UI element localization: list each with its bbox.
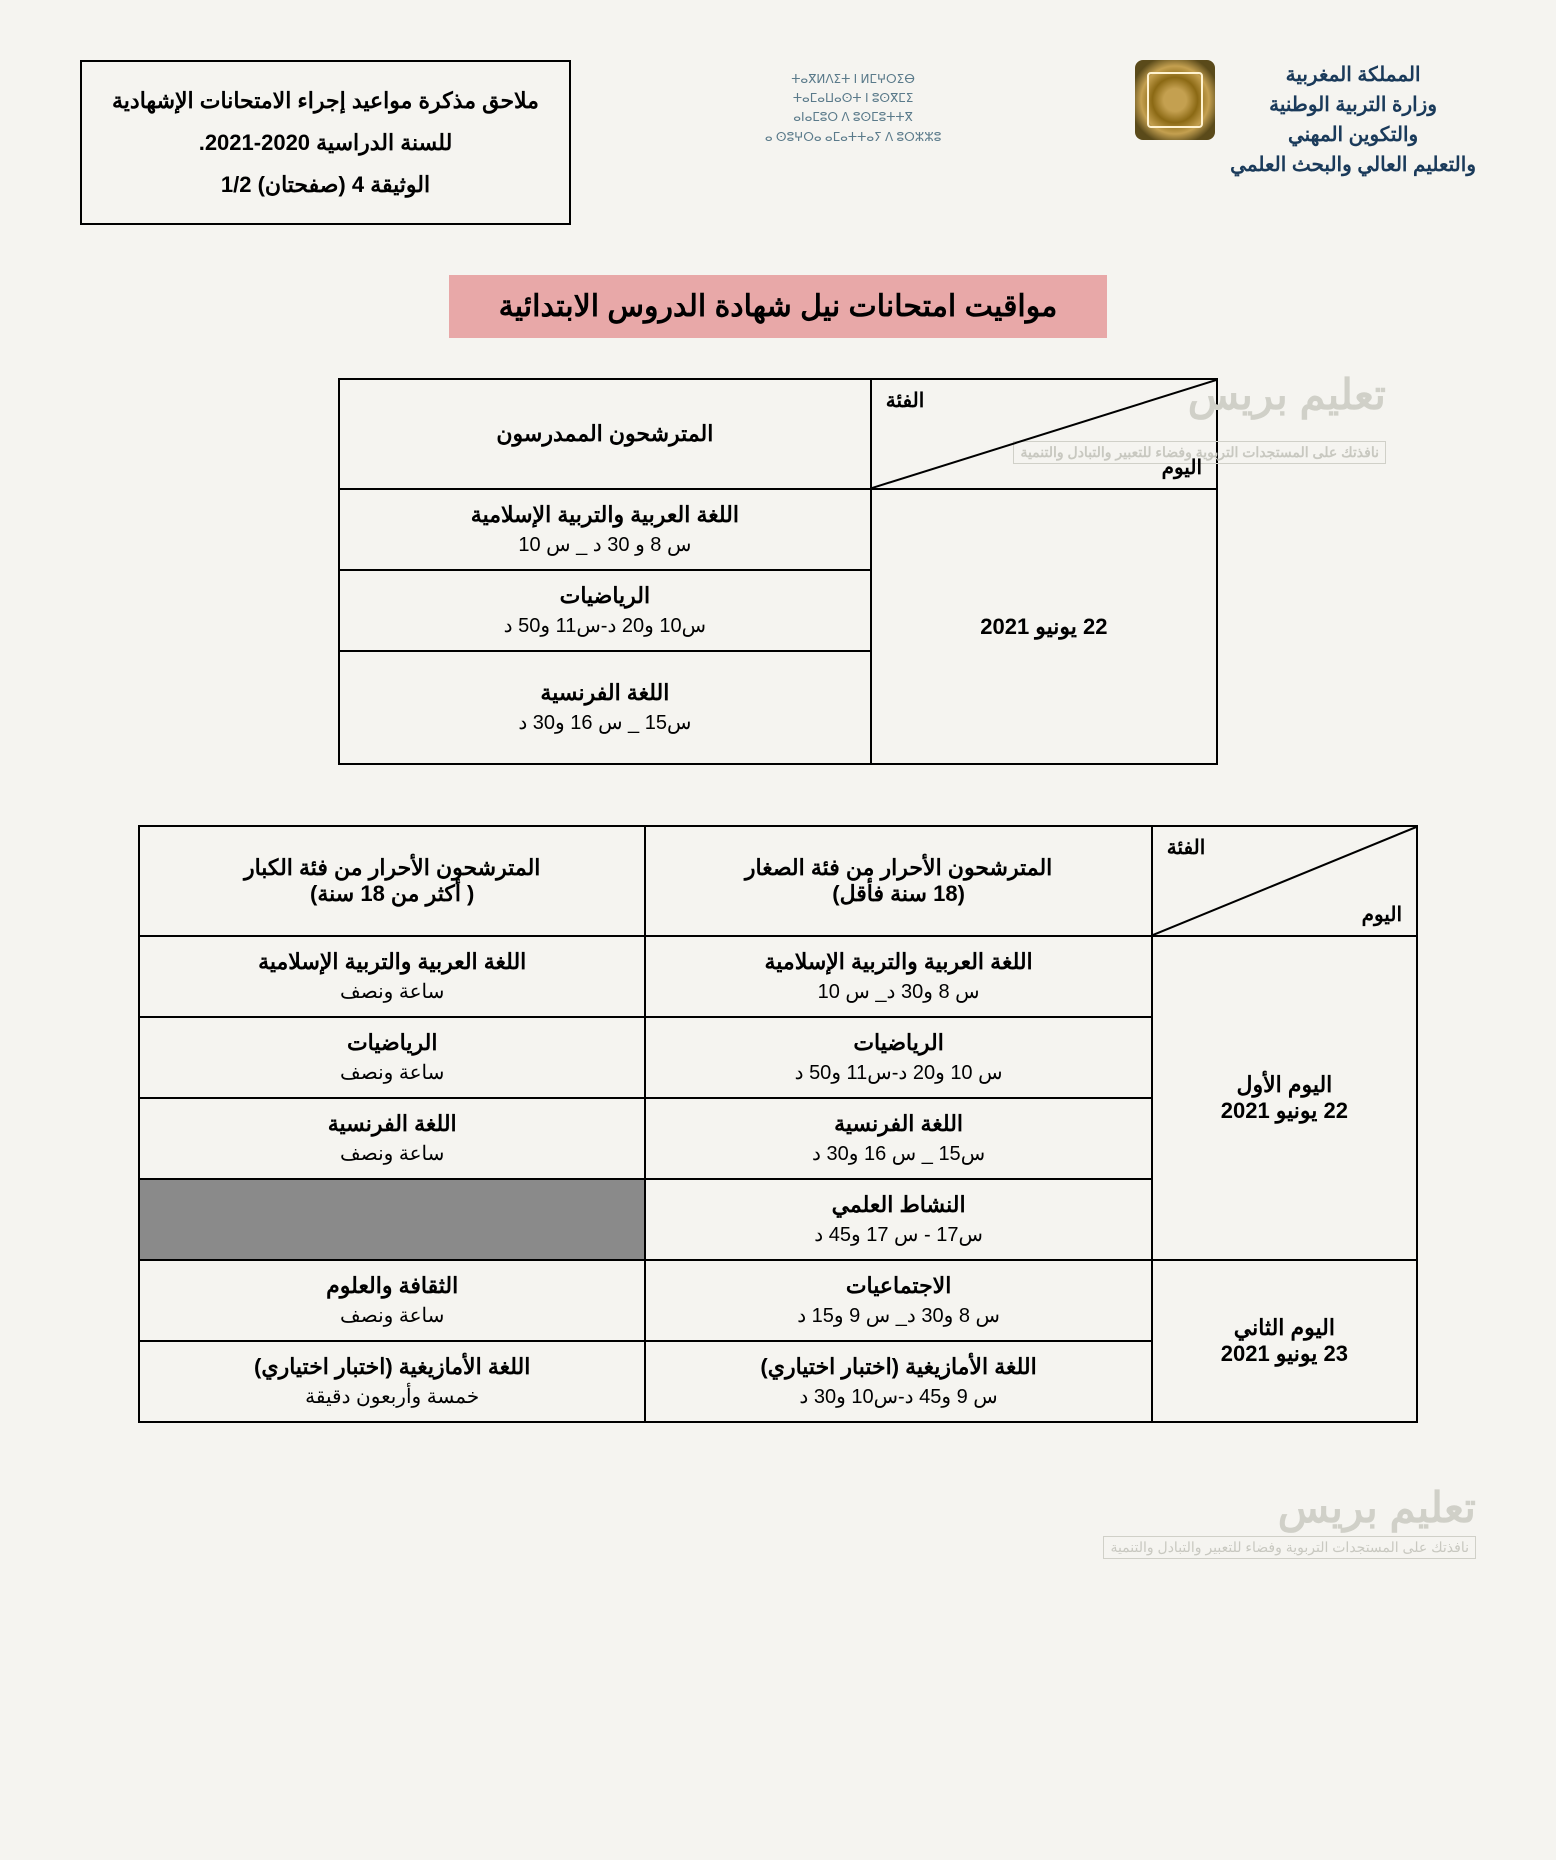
subject-cell: الثقافة والعلوم ساعة ونصف [139, 1260, 645, 1341]
tifinagh-line: ⴰ ⵙⵓⵖⵔⴰ ⴰⵎⴰⵜⵜⴰⵢ ⴷ ⵓⵔⵣⵣⵓ [765, 128, 941, 147]
day-date: 23 يونيو 2021 [1221, 1341, 1348, 1366]
subject-name: الرياضيات [358, 583, 852, 609]
diag-label-day: اليوم [1362, 902, 1402, 927]
memo-box: ملاحق مذكرة مواعيد إجراء الامتحانات الإش… [80, 60, 571, 225]
memo-line: ملاحق مذكرة مواعيد إجراء الامتحانات الإش… [112, 80, 539, 122]
shaded-empty-cell [139, 1179, 645, 1260]
subject-cell: اللغة العربية والتربية الإسلامية س 8 و30… [645, 936, 1151, 1017]
subject-cell: الرياضيات س 10 و20 د-س11 و50 د [645, 1017, 1151, 1098]
subject-time: س 9 و45 د-س10 و30 د [664, 1384, 1132, 1409]
subject-time: ساعة ونصف [158, 1303, 626, 1328]
day-label: اليوم الثاني [1234, 1315, 1335, 1340]
subject-time: س15 _ س 16 و30 د [358, 710, 852, 735]
ministry-text: المملكة المغربية وزارة التربية الوطنية و… [1230, 60, 1476, 180]
subject-time: ساعة ونصف [158, 979, 626, 1004]
col-header-line: المترشحون الأحرار من فئة الصغار [745, 855, 1052, 880]
subject-cell: الرياضيات ساعة ونصف [139, 1017, 645, 1098]
subject-name: الاجتماعيات [664, 1273, 1132, 1299]
diag-label-category: الفئة [1167, 835, 1206, 860]
subject-cell: اللغة الفرنسية ساعة ونصف [139, 1098, 645, 1179]
diagonal-header-cell: الفئة اليوم [1152, 826, 1417, 936]
subject-name: اللغة العربية والتربية الإسلامية [664, 949, 1132, 975]
subject-time: س 8 و30 د_ س 10 [664, 979, 1132, 1004]
diag-label-category: الفئة [886, 388, 925, 413]
subject-cell: اللغة الأمازيغية (اختبار اختياري) خمسة و… [139, 1341, 645, 1422]
subject-name: الثقافة والعلوم [158, 1273, 626, 1299]
subject-time: س10 و20 د-س11 و50 د [358, 613, 852, 638]
subject-cell: اللغة الأمازيغية (اختبار اختياري) س 9 و4… [645, 1341, 1151, 1422]
subject-name: اللغة العربية والتربية الإسلامية [358, 502, 852, 528]
tifinagh-line: ⴰⵏⴰⵎⵓⵔ ⴷ ⵓⵙⵎⵓⵜⵜⴳ [765, 108, 941, 127]
subject-time: ساعة ونصف [158, 1141, 626, 1166]
column-header: المترشحون الأحرار من فئة الكبار ( أكثر م… [139, 826, 645, 936]
diagonal-header-cell: الفئة اليوم [871, 379, 1217, 489]
subject-name: اللغة العربية والتربية الإسلامية [158, 949, 626, 975]
tifinagh-line: ⵜⴰⵎⴰⵡⴰⵙⵜ ⵏ ⵓⵙⴳⵎⵉ [765, 89, 941, 108]
subject-cell: اللغة الفرنسية س15 _ س 16 و30 د [645, 1098, 1151, 1179]
ministry-line: المملكة المغربية [1230, 60, 1476, 90]
day-cell: اليوم الثاني 23 يونيو 2021 [1152, 1260, 1417, 1422]
subject-name: الرياضيات [664, 1030, 1132, 1056]
title-banner: مواقيت امتحانات نيل شهادة الدروس الابتدا… [449, 275, 1108, 338]
subject-cell: النشاط العلمي س17 - س 17 و45 د [645, 1179, 1151, 1260]
subject-time: س17 - س 17 و45 د [664, 1222, 1132, 1247]
schedule-table-1: الفئة اليوم المترشحون الممدرسون 22 يونيو… [338, 378, 1218, 765]
tifinagh-line: ⵜⴰⴳⵍⴷⵉⵜ ⵏ ⵍⵎⵖⵔⵉⴱ [765, 70, 941, 89]
day-cell: 22 يونيو 2021 [871, 489, 1217, 764]
subject-cell: الرياضيات س10 و20 د-س11 و50 د [339, 570, 871, 651]
memo-line: الوثيقة 4 (صفحتان) 1/2 [112, 164, 539, 206]
watermark-bar: نافذتك على المستجدات التربوية وفضاء للتع… [1103, 1536, 1476, 1559]
tifinagh-block: ⵜⴰⴳⵍⴷⵉⵜ ⵏ ⵍⵎⵖⵔⵉⴱ ⵜⴰⵎⴰⵡⴰⵙⵜ ⵏ ⵓⵙⴳⵎⵉ ⴰⵏⴰⵎⵓⵔ… [765, 60, 941, 147]
subject-time: س 8 و30 د_ س 9 و15 د [664, 1303, 1132, 1328]
ministry-line: والتعليم العالي والبحث العلمي [1230, 150, 1476, 180]
subject-cell: اللغة العربية والتربية الإسلامية س 8 و 3… [339, 489, 871, 570]
day-cell: اليوم الأول 22 يونيو 2021 [1152, 936, 1417, 1260]
column-header: المترشحون الأحرار من فئة الصغار (18 سنة … [645, 826, 1151, 936]
subject-name: الرياضيات [158, 1030, 626, 1056]
schedule-table-2: الفئة اليوم المترشحون الأحرار من فئة الص… [138, 825, 1418, 1423]
col-header-line: (18 سنة فأقل) [832, 881, 965, 906]
watermark-logo: تعليم بريس [80, 1483, 1476, 1532]
subject-time: ساعة ونصف [158, 1060, 626, 1085]
subject-name: اللغة الفرنسية [664, 1111, 1132, 1137]
day-label: اليوم الأول [1236, 1072, 1332, 1097]
col-header-line: المترشحون الأحرار من فئة الكبار [244, 855, 540, 880]
emblem-icon [1135, 60, 1215, 140]
col-header-line: ( أكثر من 18 سنة) [310, 881, 474, 906]
ministry-line: وزارة التربية الوطنية [1230, 90, 1476, 120]
subject-name: اللغة الفرنسية [358, 680, 852, 706]
subject-time: س 10 و20 د-س11 و50 د [664, 1060, 1132, 1085]
subject-time: س15 _ س 16 و30 د [664, 1141, 1132, 1166]
subject-name: اللغة الفرنسية [158, 1111, 626, 1137]
subject-name: النشاط العلمي [664, 1192, 1132, 1218]
document-page: { "header": { "memo": { "line1": "ملاحق … [80, 60, 1476, 1559]
subject-time: س 8 و 30 د _ س 10 [358, 532, 852, 557]
diag-label-day: اليوم [1162, 455, 1202, 480]
subject-cell: اللغة الفرنسية س15 _ س 16 و30 د [339, 651, 871, 764]
subject-time: خمسة وأربعون دقيقة [158, 1384, 626, 1409]
subject-cell: اللغة العربية والتربية الإسلامية ساعة ون… [139, 936, 645, 1017]
memo-line: للسنة الدراسية 2020-2021. [112, 122, 539, 164]
column-header: المترشحون الممدرسون [339, 379, 871, 489]
subject-name: اللغة الأمازيغية (اختبار اختياري) [158, 1354, 626, 1380]
subject-cell: الاجتماعيات س 8 و30 د_ س 9 و15 د [645, 1260, 1151, 1341]
subject-name: اللغة الأمازيغية (اختبار اختياري) [664, 1354, 1132, 1380]
ministry-line: والتكوين المهني [1230, 120, 1476, 150]
watermark-bottom: تعليم بريس نافذتك على المستجدات التربوية… [80, 1483, 1476, 1559]
day-date: 22 يونيو 2021 [1221, 1098, 1348, 1123]
ministry-block: المملكة المغربية وزارة التربية الوطنية و… [1135, 60, 1476, 180]
header: ملاحق مذكرة مواعيد إجراء الامتحانات الإش… [80, 60, 1476, 225]
